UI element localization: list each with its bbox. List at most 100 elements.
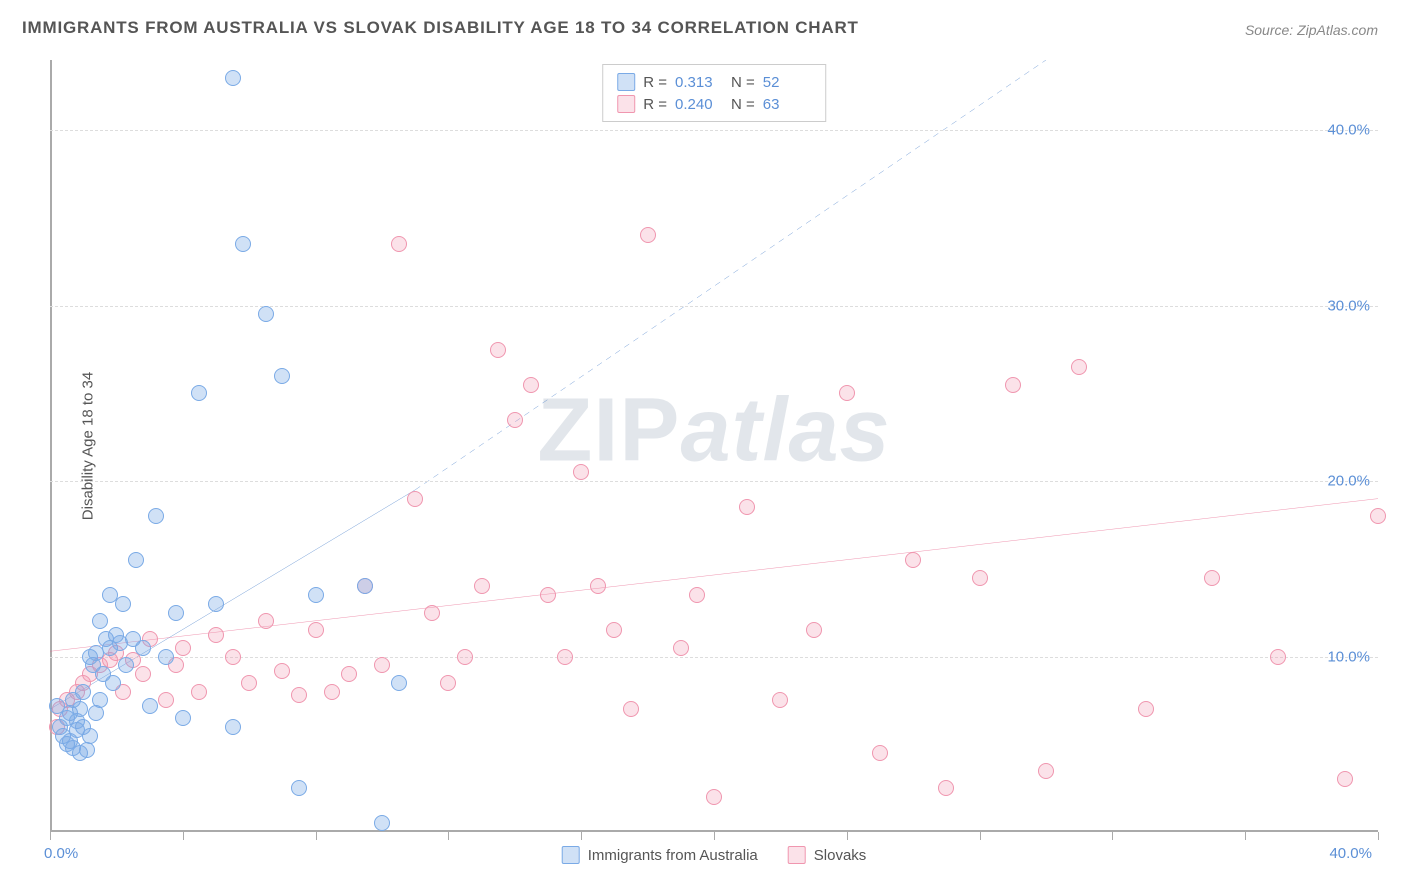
scatter-point-pink	[606, 622, 622, 638]
scatter-point-pink	[573, 464, 589, 480]
r-label: R =	[643, 74, 667, 91]
y-tick-label: 40.0%	[1327, 122, 1370, 139]
scatter-point-pink	[407, 491, 423, 507]
x-tick	[448, 832, 449, 840]
scatter-point-blue	[72, 701, 88, 717]
scatter-point-pink	[1005, 377, 1021, 393]
trendlines-svg	[50, 60, 1378, 832]
scatter-point-pink	[772, 692, 788, 708]
scatter-point-blue	[75, 684, 91, 700]
x-tick	[847, 832, 848, 840]
scatter-point-pink	[872, 745, 888, 761]
y-gridline	[50, 481, 1378, 482]
y-gridline	[50, 306, 1378, 307]
scatter-point-blue	[105, 675, 121, 691]
scatter-point-pink	[1370, 508, 1386, 524]
scatter-point-pink	[241, 675, 257, 691]
scatter-point-pink	[225, 649, 241, 665]
scatter-point-pink	[1337, 771, 1353, 787]
legend-item-blue: Immigrants from Australia	[562, 846, 758, 864]
legend-label-blue: Immigrants from Australia	[588, 847, 758, 864]
legend-item-pink: Slovaks	[788, 846, 867, 864]
scatter-point-pink	[540, 587, 556, 603]
scatter-point-pink	[590, 578, 606, 594]
scatter-point-blue	[175, 710, 191, 726]
scatter-point-blue	[115, 596, 131, 612]
scatter-point-pink	[706, 789, 722, 805]
x-tick	[1112, 832, 1113, 840]
r-value-blue: 0.313	[675, 74, 723, 91]
scatter-point-blue	[291, 780, 307, 796]
scatter-point-pink	[308, 622, 324, 638]
watermark-suffix: atlas	[680, 380, 890, 480]
scatter-point-pink	[905, 552, 921, 568]
scatter-point-pink	[523, 377, 539, 393]
scatter-point-blue	[374, 815, 390, 831]
scatter-point-pink	[557, 649, 573, 665]
scatter-point-blue	[92, 692, 108, 708]
scatter-point-pink	[972, 570, 988, 586]
x-tick	[1245, 832, 1246, 840]
legend-label-pink: Slovaks	[814, 847, 867, 864]
r-label: R =	[643, 96, 667, 113]
x-tick	[581, 832, 582, 840]
scatter-point-blue	[158, 649, 174, 665]
n-value-blue: 52	[763, 74, 811, 91]
scatter-point-pink	[457, 649, 473, 665]
scatter-point-blue	[148, 508, 164, 524]
scatter-point-pink	[739, 499, 755, 515]
plot-area: ZIPatlas R = 0.313 N = 52 R = 0.240 N = …	[50, 60, 1378, 832]
watermark: ZIPatlas	[537, 379, 890, 482]
chart-title: IMMIGRANTS FROM AUSTRALIA VS SLOVAK DISA…	[22, 18, 859, 38]
scatter-point-pink	[440, 675, 456, 691]
scatter-point-blue	[191, 385, 207, 401]
scatter-point-blue	[274, 368, 290, 384]
n-value-pink: 63	[763, 96, 811, 113]
scatter-point-blue	[225, 719, 241, 735]
scatter-point-pink	[291, 687, 307, 703]
scatter-point-pink	[1038, 763, 1054, 779]
x-axis-min-label: 0.0%	[44, 845, 78, 862]
scatter-point-pink	[175, 640, 191, 656]
scatter-point-blue	[391, 675, 407, 691]
scatter-point-blue	[92, 613, 108, 629]
scatter-point-pink	[1270, 649, 1286, 665]
scatter-point-blue	[308, 587, 324, 603]
y-tick-label: 30.0%	[1327, 297, 1370, 314]
n-label: N =	[731, 96, 755, 113]
legend-swatch-pink	[617, 95, 635, 113]
x-tick	[183, 832, 184, 840]
trend-line	[50, 499, 1378, 652]
x-tick	[50, 832, 51, 840]
scatter-point-blue	[357, 578, 373, 594]
scatter-point-blue	[128, 552, 144, 568]
scatter-point-pink	[474, 578, 490, 594]
scatter-point-pink	[1071, 359, 1087, 375]
legend-swatch-pink-icon	[788, 846, 806, 864]
x-tick	[1378, 832, 1379, 840]
scatter-point-blue	[168, 605, 184, 621]
scatter-point-blue	[118, 657, 134, 673]
legend-row-blue: R = 0.313 N = 52	[617, 71, 811, 93]
legend-row-pink: R = 0.240 N = 63	[617, 93, 811, 115]
scatter-point-pink	[1204, 570, 1220, 586]
scatter-point-pink	[490, 342, 506, 358]
y-tick-label: 20.0%	[1327, 473, 1370, 490]
scatter-point-pink	[324, 684, 340, 700]
scatter-point-blue	[142, 698, 158, 714]
scatter-point-blue	[225, 70, 241, 86]
scatter-point-pink	[623, 701, 639, 717]
x-axis-max-label: 40.0%	[1329, 845, 1372, 862]
scatter-point-blue	[79, 742, 95, 758]
legend-swatch-blue-icon	[562, 846, 580, 864]
scatter-point-pink	[274, 663, 290, 679]
y-tick-label: 10.0%	[1327, 648, 1370, 665]
scatter-point-pink	[424, 605, 440, 621]
source-attribution: Source: ZipAtlas.com	[1245, 22, 1378, 38]
x-tick	[714, 832, 715, 840]
x-tick	[316, 832, 317, 840]
scatter-point-pink	[208, 627, 224, 643]
scatter-point-blue	[235, 236, 251, 252]
scatter-point-pink	[507, 412, 523, 428]
scatter-point-pink	[341, 666, 357, 682]
